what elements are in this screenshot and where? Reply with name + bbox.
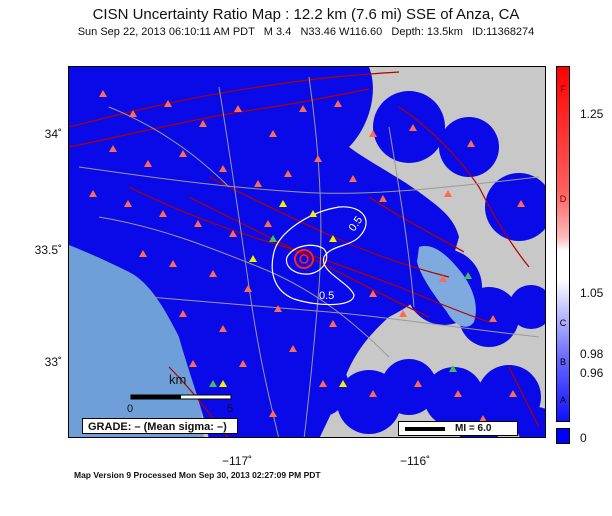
colorbar-value-0: 0: [580, 431, 587, 445]
grade-letter-a: A: [559, 395, 566, 405]
scale-start-label: 0: [127, 403, 134, 415]
salton-sea: [417, 246, 476, 327]
processing-footer: Map Version 9 Processed Mon Sep 30, 2013…: [74, 470, 321, 480]
colorbar-value-1-25: 1.25: [580, 107, 604, 121]
mi-legend: MI = 6.0: [398, 421, 518, 436]
scale-end-label: 5: [227, 403, 234, 415]
station-markers: [89, 90, 525, 422]
lat-label-34: 34˚: [44, 127, 62, 141]
colorbar-min-swatch: [556, 428, 570, 444]
grade-letter-c: C: [559, 318, 567, 328]
station-markers-alt: [219, 200, 347, 387]
map-title: CISN Uncertainty Ratio Map : 12.2 km (7.…: [92, 6, 520, 23]
grade-letter-f: F: [560, 84, 566, 94]
lat-label-33: 33˚: [44, 355, 62, 369]
uncertainty-map[interactable]: 0.5 0.5: [68, 66, 546, 438]
grade-letter-d: D: [559, 194, 567, 204]
coastal-water: [69, 247, 155, 317]
lon-label-116: −116˚: [400, 454, 431, 468]
colorbar-value-0-98: 0.98: [580, 347, 604, 361]
map-canvas: 0.5 0.5: [69, 67, 545, 437]
colorbar-value-1-05: 1.05: [580, 286, 604, 300]
colorbar: [556, 66, 570, 422]
mi-label: MI = 6.0: [455, 423, 492, 434]
event-details: Sun Sep 22, 2013 06:10:11 AM PDT M 3.4 N…: [77, 26, 535, 38]
grade-box: GRADE: – (Mean sigma: –): [82, 418, 238, 434]
station-markers-green: [209, 235, 472, 387]
epicenter-marker: [294, 249, 314, 269]
contour-label-lower: 0.5: [319, 290, 334, 302]
ratio-contours: [271, 206, 367, 306]
lat-label-33-5: 33.5˚: [34, 243, 62, 257]
scale-unit-label: km: [169, 372, 187, 387]
lon-label-117: −117˚: [222, 454, 253, 468]
grade-letter-b: B: [559, 357, 566, 367]
scale-bar-graphic: [130, 394, 232, 400]
colorbar-value-0-96: 0.96: [580, 366, 604, 380]
mi-bar: [405, 427, 445, 431]
